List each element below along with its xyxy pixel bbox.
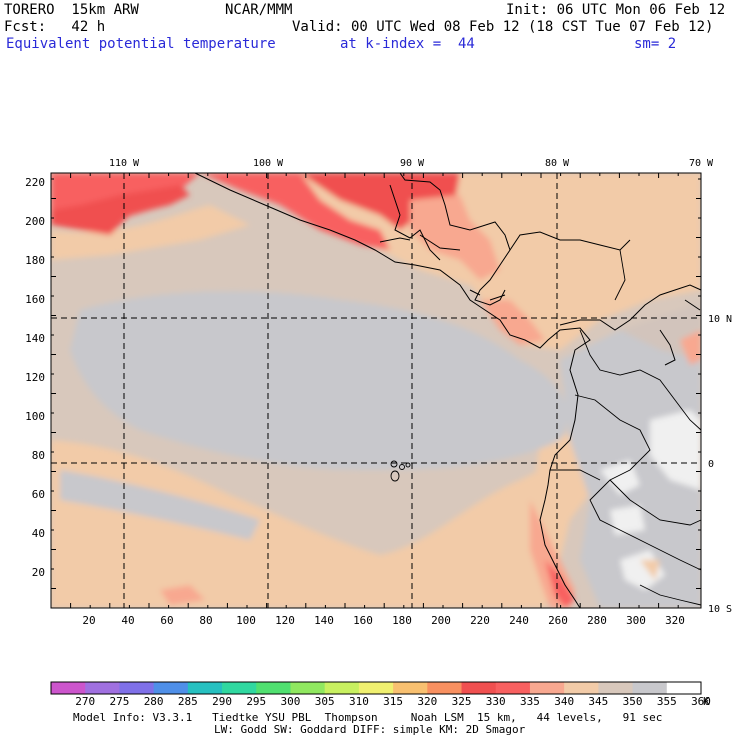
galapagos-islands	[390, 460, 411, 482]
x-tick-label: 40	[121, 614, 134, 627]
map-frame	[50, 172, 702, 609]
field-name: Equivalent potential temperature	[6, 36, 276, 52]
x-tick-label: 180	[392, 614, 412, 627]
lon-label-80w: 80 W	[545, 158, 570, 169]
y-tick-label: 120	[25, 371, 45, 384]
colorbar-swatch	[119, 682, 155, 694]
x-tick-label: 200	[431, 614, 451, 627]
colorbar-label: 300	[281, 695, 301, 708]
model-info: Model Info: V3.3.1 Tiedtke YSU PBL Thomp…	[73, 711, 663, 724]
valid-time: Valid: 00 UTC Wed 08 Feb 12 (18 CST Tue …	[292, 19, 714, 35]
colorbar-label: 350	[623, 695, 643, 708]
colorbar-swatch	[324, 682, 360, 694]
colorbar-swatch	[222, 682, 257, 694]
x-tick-label: 120	[275, 614, 295, 627]
colorbar-swatch	[153, 682, 189, 694]
colorbar-label: 345	[588, 695, 608, 708]
lat-label-0: 0	[708, 459, 714, 470]
colorbar-swatch	[256, 682, 291, 694]
x-tick-label: 100	[236, 614, 256, 627]
colorbar-label: 270	[75, 695, 95, 708]
y-tick-label: 40	[32, 527, 45, 540]
y-tick-label: 20	[32, 566, 45, 579]
y-tick-label: 200	[25, 215, 45, 228]
colorbar-swatch	[290, 682, 326, 694]
colorbar-swatch	[358, 682, 394, 694]
physics-info: LW: Godd SW: Goddard DIFF: simple KM: 2D…	[214, 723, 526, 736]
lon-label-110w: 110 W	[109, 158, 140, 169]
theta-e-field	[51, 173, 701, 608]
colorbar-swatch	[427, 682, 463, 694]
colorbar-label: 340	[554, 695, 574, 708]
colorbar-swatch	[495, 682, 531, 694]
coastlines	[194, 172, 702, 609]
colorbar-swatch	[51, 682, 86, 694]
x-tick-label: 20	[82, 614, 95, 627]
model-name: TORERO 15km ARW	[4, 2, 139, 18]
x-tick-label: 300	[626, 614, 646, 627]
x-tick-label: 320	[665, 614, 685, 627]
x-tick-label: 160	[353, 614, 373, 627]
colorbar-frame	[50, 681, 702, 695]
colorbar-swatch	[529, 682, 565, 694]
colorbar-label: 320	[417, 695, 437, 708]
y-tick-label: 60	[32, 488, 45, 501]
lat-label-10n: 10 N	[708, 314, 732, 325]
lon-label-70w: 70 W	[689, 158, 714, 169]
y-tick-label: 80	[32, 449, 45, 462]
x-tick-label: 260	[548, 614, 568, 627]
lon-label-100w: 100 W	[253, 158, 284, 169]
colorbar-swatch	[598, 682, 634, 694]
level-info: at k-index = 44	[340, 36, 475, 52]
y-tick-label: 220	[25, 176, 45, 189]
init-time: Init: 06 UTC Mon 06 Feb 12	[506, 2, 726, 18]
colorbar-unit: K	[703, 695, 710, 708]
colorbar-label: 355	[657, 695, 677, 708]
colorbar-swatch	[187, 682, 223, 694]
smoothing-info: sm= 2	[634, 36, 677, 52]
colorbar-label: 290	[212, 695, 232, 708]
x-tick-label: 80	[199, 614, 212, 627]
colorbar-label: 325	[452, 695, 472, 708]
colorbar-swatches	[51, 682, 702, 694]
x-tick-label: 240	[509, 614, 529, 627]
colorbar-label: 305	[315, 695, 335, 708]
country-borders	[550, 249, 702, 606]
colorbar-label: 315	[383, 695, 403, 708]
colorbar-label: 310	[349, 695, 369, 708]
colorbar-label: 330	[486, 695, 506, 708]
colorbar-swatch	[632, 682, 668, 694]
colorbar-swatch	[461, 682, 497, 694]
y-tick-label: 160	[25, 293, 45, 306]
colorbar-label: 335	[520, 695, 540, 708]
colorbar-label: 275	[109, 695, 129, 708]
axis-ticks	[50, 173, 701, 609]
x-tick-label: 280	[587, 614, 607, 627]
x-tick-label: 220	[470, 614, 490, 627]
colorbar-label: 295	[246, 695, 266, 708]
colorbar-label: 285	[178, 695, 198, 708]
colorbar-swatch	[666, 682, 702, 694]
x-tick-label: 60	[160, 614, 173, 627]
graticule	[51, 173, 701, 608]
colorbar-swatch	[393, 682, 428, 694]
forecast-hour: Fcst: 42 h	[4, 19, 106, 35]
colorbar-label: 280	[144, 695, 164, 708]
colorbar-swatch	[85, 682, 120, 694]
lat-label-10s: 10 S	[708, 604, 732, 615]
y-tick-label: 140	[25, 332, 45, 345]
colorbar-label: 360	[691, 695, 711, 708]
center-name: NCAR/MMM	[225, 2, 293, 18]
colorbar-swatch	[564, 682, 599, 694]
x-tick-label: 140	[314, 614, 334, 627]
y-tick-label: 180	[25, 254, 45, 267]
y-tick-label: 100	[25, 410, 45, 423]
lon-label-90w: 90 W	[400, 158, 425, 169]
